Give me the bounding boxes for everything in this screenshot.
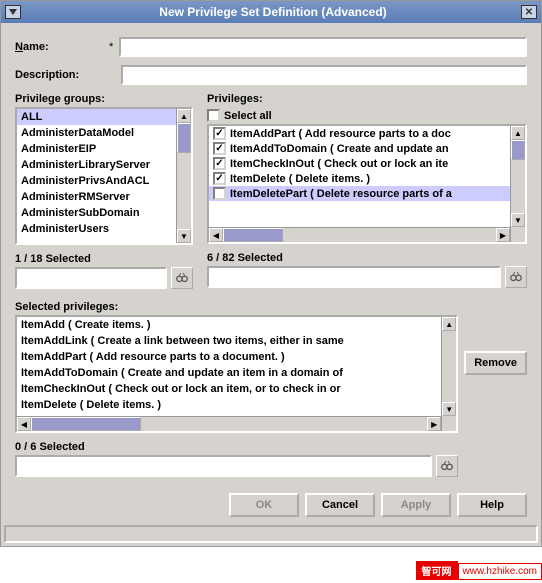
privileges-label: Privileges: <box>207 93 527 105</box>
checkbox[interactable] <box>213 157 226 170</box>
selected-search-input[interactable] <box>15 455 432 477</box>
status-bar <box>4 525 538 543</box>
binoculars-icon[interactable] <box>505 266 527 288</box>
list-item-label: ItemAddPart ( Add resource parts to a do… <box>230 128 451 140</box>
list-item[interactable]: AdministerLibraryServer <box>17 157 176 173</box>
list-item[interactable]: AdministerEIP <box>17 141 176 157</box>
watermark-text-2: www.hzhike.com <box>458 563 542 580</box>
list-item[interactable]: ItemAddToDomain ( Create and update an i… <box>17 365 441 381</box>
privilege-groups-label: Privilege groups: <box>15 93 193 105</box>
scroll-thumb[interactable] <box>177 123 191 153</box>
list-item[interactable]: ItemCheckInOut ( Check out or lock an it… <box>17 381 441 397</box>
checkbox[interactable] <box>213 142 226 155</box>
select-all-checkbox[interactable] <box>207 109 220 122</box>
name-input[interactable] <box>119 37 527 57</box>
close-icon[interactable]: ✕ <box>521 5 537 19</box>
description-input[interactable] <box>121 65 527 85</box>
scrollbar-horizontal[interactable]: ◀ ▶ <box>209 227 510 242</box>
privileges-listbox[interactable]: ItemAddPart ( Add resource parts to a do… <box>207 124 527 244</box>
scroll-left-icon[interactable]: ◀ <box>209 228 223 242</box>
list-item[interactable]: ALL <box>17 109 176 125</box>
scrollbar-vertical[interactable]: ▲ ▼ <box>176 109 191 243</box>
list-item[interactable]: ItemDeletePart ( Delete resource parts o… <box>209 186 510 201</box>
list-item[interactable]: ItemAddToDomain ( Create and update an <box>209 141 510 156</box>
list-item[interactable]: ItemDelete ( Delete items. ) <box>209 171 510 186</box>
scrollbar-horizontal[interactable]: ◀ ▶ <box>17 416 441 431</box>
list-item-label: ItemCheckInOut ( Check out or lock an it… <box>230 158 448 170</box>
scroll-thumb[interactable] <box>511 140 525 160</box>
description-label: Description: <box>15 69 105 81</box>
scroll-down-icon[interactable]: ▼ <box>511 213 525 227</box>
binoculars-icon[interactable] <box>436 455 458 477</box>
privilege-groups-counter: 1 / 18 Selected <box>15 253 193 265</box>
selected-privileges-label: Selected privileges: <box>15 301 458 313</box>
scrollbar-vertical[interactable]: ▲ ▼ <box>441 317 456 431</box>
list-item[interactable]: ItemAddLink ( Create a link between two … <box>17 333 441 349</box>
remove-button[interactable]: Remove <box>464 351 527 375</box>
scroll-down-icon[interactable]: ▼ <box>177 229 191 243</box>
titlebar: New Privilege Set Definition (Advanced) … <box>1 1 541 23</box>
select-all-label: Select all <box>224 110 272 122</box>
checkbox[interactable] <box>213 172 226 185</box>
scroll-up-icon[interactable]: ▲ <box>177 109 191 123</box>
binoculars-icon[interactable] <box>171 267 193 289</box>
scroll-down-icon[interactable]: ▼ <box>442 402 456 416</box>
window-title: New Privilege Set Definition (Advanced) <box>25 5 521 19</box>
list-item[interactable]: AdministerSubDomain <box>17 205 176 221</box>
list-item[interactable]: AdministerPrivsAndACL <box>17 173 176 189</box>
scrollbar-vertical[interactable]: ▲ ▼ <box>510 126 525 242</box>
privileges-search-input[interactable] <box>207 266 501 288</box>
scroll-up-icon[interactable]: ▲ <box>442 317 456 331</box>
list-item[interactable]: ItemDelete ( Delete items. ) <box>17 397 441 413</box>
list-item[interactable]: ItemAddPart ( Add resource parts to a do… <box>209 126 510 141</box>
scroll-left-icon[interactable]: ◀ <box>17 417 31 431</box>
list-item[interactable]: ItemAddPart ( Add resource parts to a do… <box>17 349 441 365</box>
ok-button[interactable]: OK <box>229 493 299 517</box>
list-item[interactable]: ItemAdd ( Create items. ) <box>17 317 441 333</box>
scroll-thumb[interactable] <box>223 228 283 242</box>
scroll-right-icon[interactable]: ▶ <box>496 228 510 242</box>
list-item[interactable]: AdministerDataModel <box>17 125 176 141</box>
list-item-label: ItemDeletePart ( Delete resource parts o… <box>230 188 452 200</box>
list-item[interactable]: AdministerUsers <box>17 221 176 237</box>
list-item-label: ItemAddToDomain ( Create and update an <box>230 143 449 155</box>
required-marker: * <box>109 41 113 53</box>
selected-counter: 0 / 6 Selected <box>15 441 458 453</box>
checkbox[interactable] <box>213 127 226 140</box>
watermark-text-1: 智可网 <box>416 561 458 580</box>
watermark: 智可网 www.hzhike.com <box>416 561 542 580</box>
cancel-button[interactable]: Cancel <box>305 493 375 517</box>
scroll-up-icon[interactable]: ▲ <box>511 126 525 140</box>
list-item[interactable]: ItemCheckInOut ( Check out or lock an it… <box>209 156 510 171</box>
privilege-groups-search-input[interactable] <box>15 267 167 289</box>
privileges-counter: 6 / 82 Selected <box>207 252 527 264</box>
apply-button[interactable]: Apply <box>381 493 451 517</box>
scroll-right-icon[interactable]: ▶ <box>427 417 441 431</box>
name-label: Name: <box>15 41 105 53</box>
help-button[interactable]: Help <box>457 493 527 517</box>
checkbox[interactable] <box>213 187 226 200</box>
selected-privileges-listbox[interactable]: ItemAdd ( Create items. )ItemAddLink ( C… <box>15 315 458 433</box>
scroll-thumb[interactable] <box>31 417 141 431</box>
privilege-groups-listbox[interactable]: ALLAdministerDataModelAdministerEIPAdmin… <box>15 107 193 245</box>
list-item-label: ItemDelete ( Delete items. ) <box>230 173 370 185</box>
list-item[interactable]: AdministerRMServer <box>17 189 176 205</box>
window-menu-icon[interactable] <box>5 5 21 19</box>
